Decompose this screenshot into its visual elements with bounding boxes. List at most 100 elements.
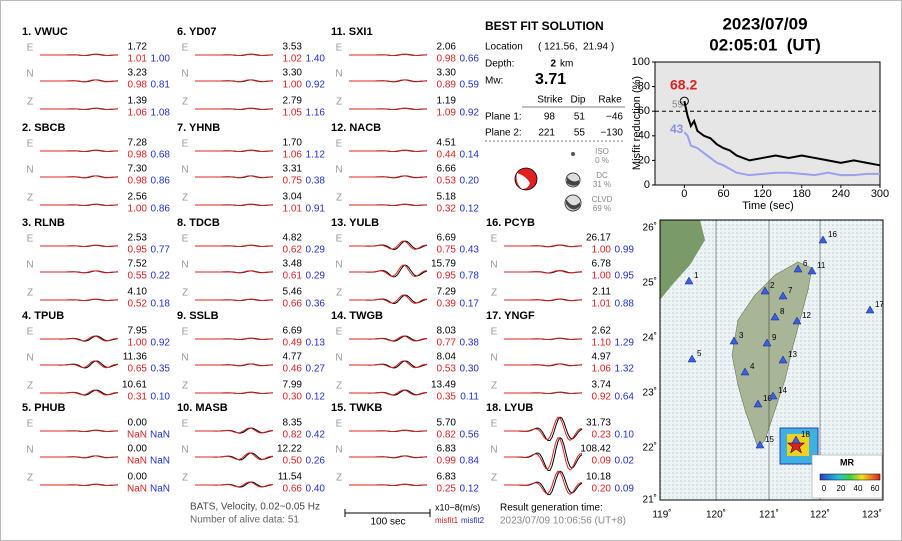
misfit1: 0.32 xyxy=(437,204,457,215)
amplitude: 4.10 xyxy=(128,287,148,298)
station-title: 9. SSLB xyxy=(177,310,219,322)
misfit2: 0.11 xyxy=(460,392,479,403)
amplitude: 10.61 xyxy=(122,380,147,391)
waveform xyxy=(349,79,428,83)
component-label: Z xyxy=(491,473,497,484)
component-label: N xyxy=(490,353,497,364)
misfit1: 1.00 xyxy=(128,338,148,349)
waveform xyxy=(195,203,274,207)
amplitude: 4.82 xyxy=(283,233,303,244)
station-title: 15. TWKB xyxy=(331,402,382,414)
amplitude: 12.22 xyxy=(277,444,302,455)
time: 02:05:01 (UT) xyxy=(709,35,820,54)
component-name: ISO xyxy=(595,147,609,156)
misfit1: 1.06 xyxy=(283,150,303,161)
waveform xyxy=(195,175,274,179)
misfit1: 0.46 xyxy=(283,364,303,375)
misfit2: 0.86 xyxy=(151,204,171,215)
component-value: 0 % xyxy=(595,156,609,165)
component-label: N xyxy=(335,165,342,176)
component-label: Z xyxy=(182,288,188,299)
x-tick-label: 180 xyxy=(793,188,811,200)
waveform xyxy=(504,470,583,495)
component-label: N xyxy=(26,445,33,456)
misfit1: 0.53 xyxy=(437,176,457,187)
misfit2: 0.38 xyxy=(306,176,326,187)
colorbar-tick: 20 xyxy=(837,484,846,493)
waveform xyxy=(195,363,274,367)
component-label: Z xyxy=(27,288,33,299)
misfit2: 0.81 xyxy=(151,80,171,91)
amplitude: 7.95 xyxy=(128,326,148,337)
station-number: 15 xyxy=(765,435,774,444)
amplitude: 7.29 xyxy=(437,287,457,298)
scale-label: 100 sec xyxy=(370,517,405,528)
station-marker xyxy=(807,266,817,275)
misfit2: 1.32 xyxy=(615,364,635,375)
misfit1: 0.82 xyxy=(283,430,303,441)
misfit1: NaN xyxy=(127,430,147,441)
waveform xyxy=(40,429,119,433)
amplitude: 3.31 xyxy=(283,164,303,175)
misfit1: NaN xyxy=(127,484,147,495)
amplitude: 0.00 xyxy=(128,418,148,429)
misfit2: 0.42 xyxy=(306,430,326,441)
station-number: 14 xyxy=(778,386,787,395)
misfit2: 0.12 xyxy=(460,204,480,215)
misfit1: 0.77 xyxy=(437,338,457,349)
amplitude: 8.03 xyxy=(437,326,457,337)
station-title: 2. SBCB xyxy=(22,122,65,134)
misfit1: 1.05 xyxy=(283,108,303,119)
station-title: 13. YULB xyxy=(331,217,379,229)
y-tick-label: 20 xyxy=(638,154,650,166)
misfit2: 0.35 xyxy=(151,364,171,375)
component-label: Z xyxy=(27,473,33,484)
waveform xyxy=(504,270,583,274)
component-label: Z xyxy=(336,97,342,108)
misfit2-key: misfit2 xyxy=(461,516,485,525)
misfit1: 0.65 xyxy=(128,364,148,375)
station-number: 13 xyxy=(788,350,797,359)
x-tick-label: 60 xyxy=(717,188,729,200)
amplitude: 1.39 xyxy=(128,96,148,107)
amplitude: 7.52 xyxy=(128,259,148,270)
colorbar xyxy=(819,473,881,481)
station-title: 5. PHUB xyxy=(22,402,65,414)
annotation: 68.2 xyxy=(670,77,697,93)
waveform xyxy=(195,427,274,434)
amplitude: 1.19 xyxy=(437,96,457,107)
waveform xyxy=(349,360,428,369)
misfit2: 0.29 xyxy=(306,245,326,256)
station-title: 8. TDCB xyxy=(177,217,220,229)
misfit2: 0.36 xyxy=(306,299,326,310)
component-label: E xyxy=(27,327,34,338)
waveform xyxy=(349,203,428,207)
component-label: E xyxy=(27,419,34,430)
x-tick-label: 300 xyxy=(871,188,889,200)
misfit1: 0.98 xyxy=(128,80,148,91)
colorbar-tick: 60 xyxy=(871,484,880,493)
table-header: Rake xyxy=(598,95,622,106)
y-tick-label: 80 xyxy=(638,81,650,93)
component-label: E xyxy=(182,43,189,54)
misfit1: 1.06 xyxy=(592,364,612,375)
component-label: Z xyxy=(491,381,497,392)
misfit1: 0.66 xyxy=(283,484,303,495)
series-line xyxy=(683,100,881,167)
best-point xyxy=(679,96,689,106)
location-label: Location xyxy=(485,42,523,53)
waveform xyxy=(195,107,274,111)
misfit2: 1.16 xyxy=(306,108,326,119)
amplitude: 3.30 xyxy=(437,68,457,79)
amplitude: 13.49 xyxy=(431,380,456,391)
amplitude: 108.42 xyxy=(580,444,611,455)
lon-tick-label: 122˚ xyxy=(810,509,830,521)
amplitude: 7.99 xyxy=(283,380,303,391)
station-number: 12 xyxy=(802,311,811,320)
misfit2: 0.26 xyxy=(306,456,326,467)
component-label: E xyxy=(336,234,343,245)
misfit1: NaN xyxy=(127,456,147,467)
misfit1: 1.00 xyxy=(592,245,612,256)
misfit2: 0.14 xyxy=(460,150,480,161)
component-label: N xyxy=(26,353,33,364)
